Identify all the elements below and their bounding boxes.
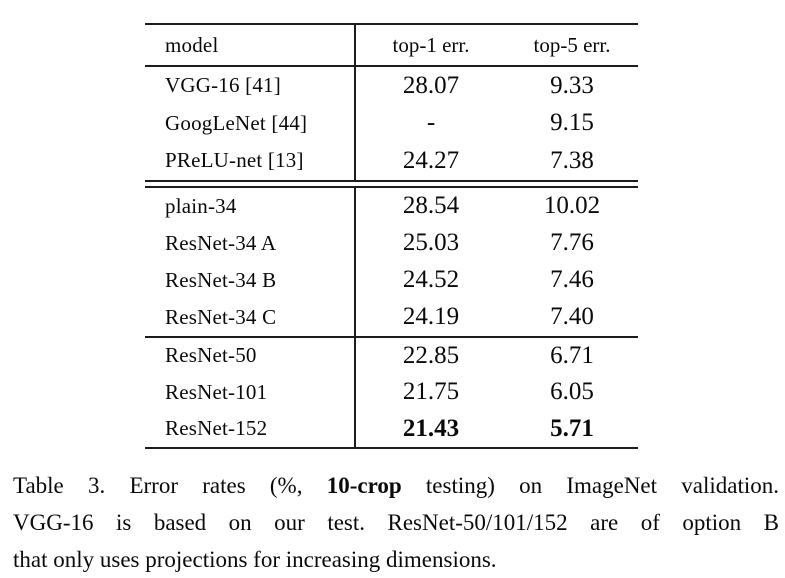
cell-model: ResNet-34 B [145,261,356,299]
table-row-resnet-152: ResNet-152 21.43 5.71 [145,410,638,447]
cell-model: ResNet-50 [145,337,356,374]
table-row-resnet-34-b: ResNet-34 B 24.52 7.46 [145,261,638,299]
cell-model: VGG-16 [41] [145,67,356,105]
double-rule-divider [145,179,638,188]
cell-top1-err: 24.19 [402,303,460,330]
cell-model: ResNet-152 [145,410,356,447]
cell-top5-err: 6.71 [550,341,594,369]
table-row-vgg16: VGG-16 [41] 28.07 9.33 [145,67,638,105]
cell-top1-err: 21.75 [402,378,460,406]
table-row-resnet-34-c: ResNet-34 C 24.19 7.40 [145,298,638,336]
cell-model: ResNet-34 A [145,224,356,262]
cell-model: GoogLeNet [44] [145,104,356,142]
caption-text: Table 3. Error rates (%, [13,473,327,498]
table-row-prelu-net: PReLU-net [13] 24.27 7.38 [145,142,638,180]
cell-model: plain-34 [145,187,356,225]
cell-top1-err: 24.52 [402,266,460,293]
cell-top5-err: 7.76 [550,229,594,256]
cell-top1-err: 28.54 [402,192,460,219]
column-header-model: model [145,25,356,65]
cell-top1-err: 22.85 [402,341,460,369]
cell-top1-err: 25.03 [402,229,460,256]
caption-line-3: that only uses projections for increasin… [13,547,497,572]
cell-top1-err: 28.07 [402,71,460,99]
cell-model: ResNet-34 C [145,298,356,336]
results-table: model top-1 err. top-5 err. VGG-16 [41] … [145,23,638,449]
cell-top5-err: 9.33 [550,71,594,99]
cell-top5-err: 7.38 [550,146,594,174]
caption-line-1: Table 3. Error rates (%, 10-crop testing… [13,467,779,504]
cell-top1-err: 21.43 [402,414,460,442]
column-header-top5-err: top-5 err. [533,32,611,57]
table-row-plain-34: plain-34 28.54 10.02 [145,187,638,225]
cell-top5-err: 6.05 [550,378,594,406]
cell-top5-err: 7.46 [550,266,594,293]
cell-model: PReLU-net [13] [145,142,356,180]
cell-top1-err: - [426,109,436,137]
table-row-resnet-34-a: ResNet-34 A 25.03 7.76 [145,224,638,262]
cell-top1-err: 24.27 [402,146,460,174]
caption-text: testing) on ImageNet validation. [401,473,779,498]
table-row-resnet-101: ResNet-101 21.75 6.05 [145,374,638,411]
cell-top5-err: 7.40 [550,303,594,330]
single-rule-divider [145,335,638,338]
table-caption: Table 3. Error rates (%, 10-crop testing… [13,467,779,578]
cell-top5-err: 10.02 [543,192,601,219]
section-34-layer-models: plain-34 28.54 10.02 ResNet-34 A 25.03 7… [145,187,638,336]
column-header-top1-err: top-1 err. [392,32,470,57]
section-deep-resnets: ResNet-50 22.85 6.71 ResNet-101 21.75 6.… [145,337,638,447]
cell-model: ResNet-101 [145,374,356,411]
caption-line-2: VGG-16 is based on our test. ResNet-50/1… [13,510,779,535]
bottom-rule [145,447,638,449]
section-reference-models: VGG-16 [41] 28.07 9.33 GoogLeNet [44] - … [145,67,638,180]
cell-top5-err: 9.15 [550,109,594,137]
caption-bold-text: 10-crop [326,473,402,498]
table-row-resnet-50: ResNet-50 22.85 6.71 [145,337,638,374]
table-header-row: model top-1 err. top-5 err. [145,25,638,67]
table-row-googlenet: GoogLeNet [44] - 9.15 [145,104,638,142]
cell-top5-err: 5.71 [550,414,594,442]
